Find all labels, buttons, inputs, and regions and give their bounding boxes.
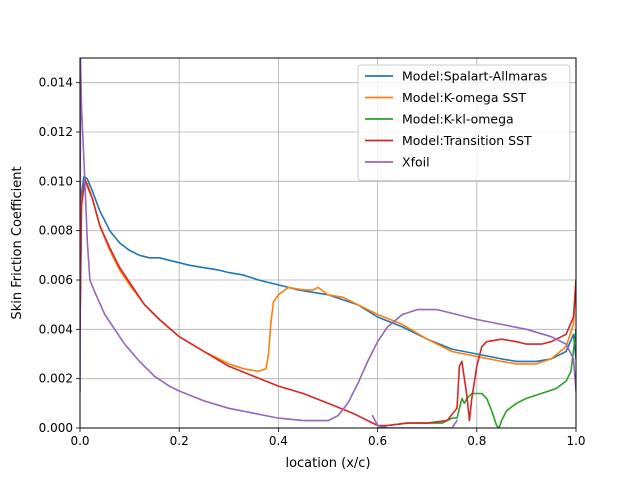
y-tick-label: 0.002 xyxy=(39,372,73,386)
legend: Model:Spalart-Allmaras Model:K-omega SST M… xyxy=(357,64,571,181)
y-tick-label: 0.000 xyxy=(39,421,73,435)
legend-label: Model:K-kl-omega xyxy=(402,112,514,127)
series-line xyxy=(80,58,576,422)
legend-box xyxy=(357,64,571,181)
x-tick-label: 0.8 xyxy=(467,434,486,448)
y-tick-label: 0.006 xyxy=(39,273,73,287)
series-line xyxy=(80,178,576,427)
series-layer xyxy=(80,58,576,428)
x-tick-label: 0.0 xyxy=(70,434,89,448)
legend-label: Model:Spalart-Allmaras xyxy=(402,69,547,84)
x-axis: 0.0 0.2 0.4 0.6 0.8 1.0 xyxy=(70,428,586,448)
series-line xyxy=(371,414,458,428)
legend-label: Model:K-omega SST xyxy=(402,90,526,105)
x-tick-label: 0.4 xyxy=(269,434,288,448)
y-axis-label: Skin Friction Coefficient xyxy=(10,166,25,319)
y-tick-label: 0.008 xyxy=(39,224,73,238)
y-tick-label: 0.004 xyxy=(39,322,73,336)
legend-label: Xfoil xyxy=(402,155,430,170)
x-tick-label: 0.6 xyxy=(368,434,387,448)
series-line xyxy=(376,328,576,428)
x-tick-label: 1.0 xyxy=(566,434,585,448)
series-line xyxy=(80,180,576,373)
plot-frame xyxy=(79,57,577,429)
x-tick-label: 0.2 xyxy=(170,434,189,448)
y-axis: 0.000 0.002 0.004 0.006 0.008 0.010 0.012 0.014 xyxy=(39,76,80,435)
y-tick-label: 0.010 xyxy=(39,174,73,188)
legend-label: Model:Transition SST xyxy=(402,133,532,148)
y-tick-label: 0.012 xyxy=(39,125,73,139)
y-tick-label: 0.014 xyxy=(39,76,73,90)
x-axis-label: location (x/c) xyxy=(285,456,370,471)
series-line xyxy=(80,175,576,363)
